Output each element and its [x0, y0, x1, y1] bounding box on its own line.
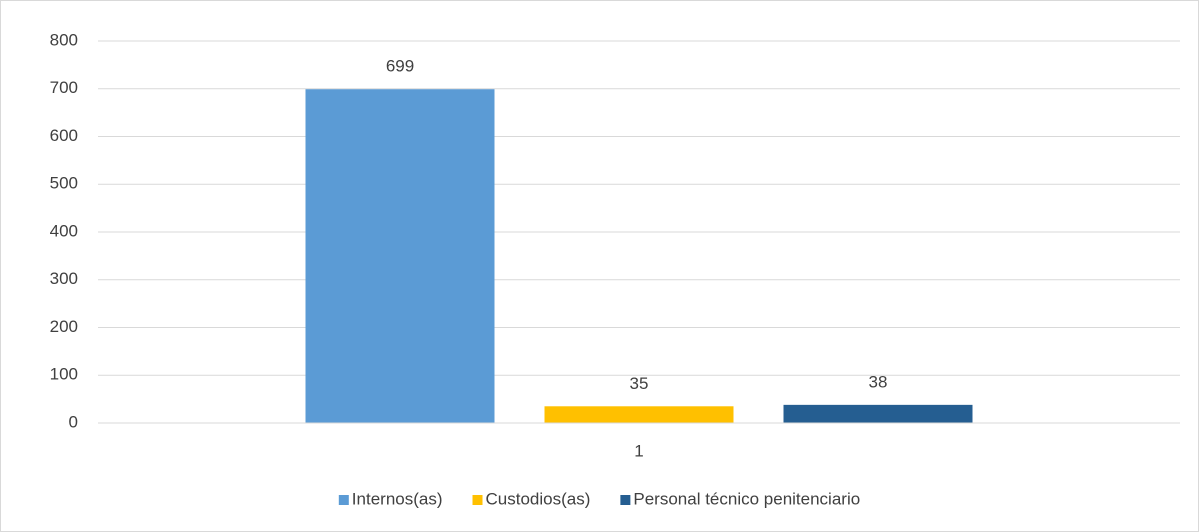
legend-swatch	[338, 495, 349, 505]
y-tick-label: 400	[50, 221, 78, 240]
legend-label: Custodios(as)	[486, 489, 591, 508]
bar	[544, 406, 734, 423]
legend-swatch	[620, 495, 631, 505]
data-label: 38	[869, 372, 888, 391]
y-tick-label: 100	[50, 365, 78, 384]
y-tick-label: 0	[69, 412, 78, 431]
legend-label: Personal técnico penitenciario	[633, 489, 860, 508]
y-tick-label: 200	[50, 317, 78, 336]
x-tick-label: 1	[634, 441, 643, 460]
data-label: 35	[630, 374, 649, 393]
y-tick-label: 500	[50, 174, 78, 193]
y-tick-label: 700	[50, 78, 78, 97]
y-tick-label: 600	[50, 126, 78, 145]
y-tick-label: 800	[50, 30, 78, 49]
y-tick-label: 300	[50, 269, 78, 288]
bar	[305, 89, 495, 423]
legend-swatch	[472, 495, 483, 505]
legend-label: Internos(as)	[352, 489, 443, 508]
data-label: 699	[386, 57, 414, 76]
bar	[783, 404, 973, 423]
